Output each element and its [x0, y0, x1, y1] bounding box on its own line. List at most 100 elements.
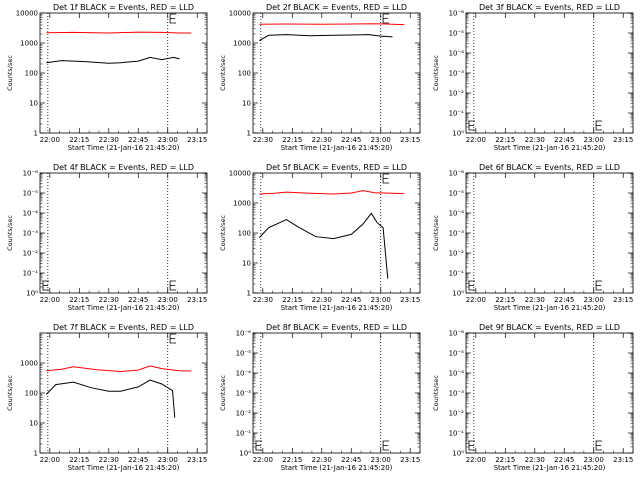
- x-tick-label: 22:15: [282, 456, 302, 464]
- chart-title: Det 6f BLACK = Events, RED = LLD: [479, 163, 620, 172]
- y-tick-label: 10⁻²: [449, 410, 465, 418]
- chart-title: Det 9f BLACK = Events, RED = LLD: [479, 323, 620, 332]
- y-tick-label: 10⁻²: [23, 250, 39, 258]
- x-tick-label: 23:15: [187, 296, 207, 304]
- plot-frame: [465, 172, 634, 294]
- events-series-line: [258, 212, 389, 279]
- x-tick-label: 22:30: [253, 136, 273, 144]
- x-tick-label: 22:45: [128, 136, 148, 144]
- e-marker-glyph: [169, 13, 177, 24]
- lld-series-line: [46, 365, 192, 373]
- y-tick-label: 1000: [233, 200, 251, 208]
- x-tick-label: 22:45: [128, 456, 148, 464]
- x-tick-label: 22:00: [466, 296, 486, 304]
- x-tick-label: 23:15: [400, 456, 420, 464]
- x-tick-label: 23:00: [584, 456, 604, 464]
- chart-title: Det 4f BLACK = Events, RED = LLD: [53, 163, 194, 172]
- x-tick-label: 23:00: [158, 296, 178, 304]
- plot-frame: [465, 12, 634, 134]
- events-series-line: [259, 34, 393, 42]
- y-tick-label: 10000: [16, 10, 38, 18]
- x-tick-label: 23:15: [613, 296, 633, 304]
- y-axis-label: Counts/sec: [219, 55, 227, 91]
- x-axis-label: Start Time (21-Jan-16 21:45:20): [281, 304, 393, 312]
- x-tick-label: 22:30: [525, 136, 545, 144]
- x-tick-label: 23:15: [187, 136, 207, 144]
- chart-panel-3: Det 3f BLACK = Events, RED = LLD 10⁰ 10⁻¹ 1…: [432, 3, 634, 152]
- x-tick-label: 22:00: [40, 296, 60, 304]
- y-tick-label: 10⁻²: [449, 90, 465, 98]
- y-tick-label: 10⁻⁶: [449, 170, 465, 178]
- y-tick-label: 10⁻²: [449, 250, 465, 258]
- plot-frame: [252, 172, 421, 294]
- x-tick-label: 22:45: [341, 296, 361, 304]
- y-tick-label: 10⁻³: [449, 70, 465, 78]
- x-tick-label: 23:15: [400, 136, 420, 144]
- chart-title: Det 8f BLACK = Events, RED = LLD: [266, 323, 407, 332]
- y-axis-label: Counts/sec: [219, 375, 227, 411]
- x-axis-label: Start Time (21-Jan-16 21:45:20): [281, 464, 393, 472]
- y-axis-label: Counts/sec: [6, 55, 14, 91]
- y-tick-label: 10⁻¹: [236, 430, 252, 438]
- y-tick-label: 100: [238, 230, 251, 238]
- y-axis-label: Counts/sec: [6, 215, 14, 251]
- y-tick-label: 10⁰: [452, 450, 464, 458]
- chart-panel-6: Det 6f BLACK = Events, RED = LLD 10⁰ 10⁻¹ 1…: [432, 163, 634, 312]
- plot-frame: [465, 332, 634, 454]
- y-tick-label: 10⁻⁴: [23, 210, 39, 218]
- chart-panel-2: Det 2f BLACK = Events, RED = LLD 1 10 100 10…: [219, 3, 421, 152]
- x-tick-label: 22:00: [466, 456, 486, 464]
- e-marker-glyph: [169, 280, 177, 291]
- y-tick-label: 10⁻⁶: [23, 170, 39, 178]
- y-tick-label: 10000: [229, 170, 251, 178]
- y-tick-label: 1000: [20, 360, 38, 368]
- y-tick-label: 10⁻¹: [449, 270, 465, 278]
- y-tick-label: 100: [238, 70, 251, 78]
- x-tick-label: 22:15: [69, 296, 89, 304]
- x-tick-label: 22:30: [99, 456, 119, 464]
- x-tick-label: 22:15: [69, 136, 89, 144]
- y-tick-label: 1: [247, 290, 251, 298]
- lld-series-line: [46, 31, 192, 34]
- y-tick-label: 10⁻⁵: [449, 190, 465, 198]
- x-tick-label: 22:45: [341, 136, 361, 144]
- chart-panel-8: Det 8f BLACK = Events, RED = LLD 10⁰ 10⁻¹ 1…: [219, 323, 421, 472]
- y-tick-label: 10⁻¹: [449, 110, 465, 118]
- plot-frame: [252, 12, 421, 134]
- plot-frame: [39, 332, 208, 454]
- lld-series-line: [259, 23, 405, 26]
- y-tick-label: 10⁻⁴: [449, 210, 465, 218]
- y-tick-label: 10000: [229, 10, 251, 18]
- x-tick-label: 23:15: [613, 456, 633, 464]
- e-marker-glyph: [595, 120, 603, 131]
- x-tick-label: 22:30: [525, 296, 545, 304]
- x-axis-label: Start Time (21-Jan-16 21:45:20): [494, 304, 606, 312]
- x-tick-label: 22:00: [466, 136, 486, 144]
- x-tick-label: 22:15: [495, 456, 515, 464]
- x-tick-label: 22:30: [312, 456, 332, 464]
- y-tick-label: 10: [29, 100, 38, 108]
- e-marker-glyph-left: [42, 280, 49, 291]
- chart-title: Det 5f BLACK = Events, RED = LLD: [266, 163, 407, 172]
- x-axis-label: Start Time (21-Jan-16 21:45:20): [68, 304, 180, 312]
- y-axis-label: Counts/sec: [432, 55, 440, 91]
- chart-panel-9: Det 9f BLACK = Events, RED = LLD 10⁰ 10⁻¹ 1…: [432, 323, 634, 472]
- e-marker-glyph-left: [468, 440, 475, 451]
- x-tick-label: 22:30: [312, 296, 332, 304]
- x-tick-label: 23:00: [371, 296, 391, 304]
- chart-title: Det 7f BLACK = Events, RED = LLD: [53, 323, 194, 332]
- x-tick-label: 23:00: [158, 136, 178, 144]
- y-tick-label: 10⁰: [452, 130, 464, 138]
- y-axis-label: Counts/sec: [432, 375, 440, 411]
- x-tick-label: 22:45: [554, 456, 574, 464]
- e-marker-glyph: [595, 440, 603, 451]
- y-tick-label: 100: [25, 390, 38, 398]
- y-tick-label: 1: [247, 130, 251, 138]
- x-tick-label: 23:15: [187, 456, 207, 464]
- chart-title: Det 3f BLACK = Events, RED = LLD: [479, 3, 620, 12]
- x-tick-label: 22:30: [99, 136, 119, 144]
- e-marker-glyph: [382, 173, 390, 184]
- x-tick-label: 22:15: [282, 136, 302, 144]
- y-tick-label: 1000: [233, 40, 251, 48]
- chart-panel-5: Det 5f BLACK = Events, RED = LLD 1 10 100 10…: [219, 163, 421, 312]
